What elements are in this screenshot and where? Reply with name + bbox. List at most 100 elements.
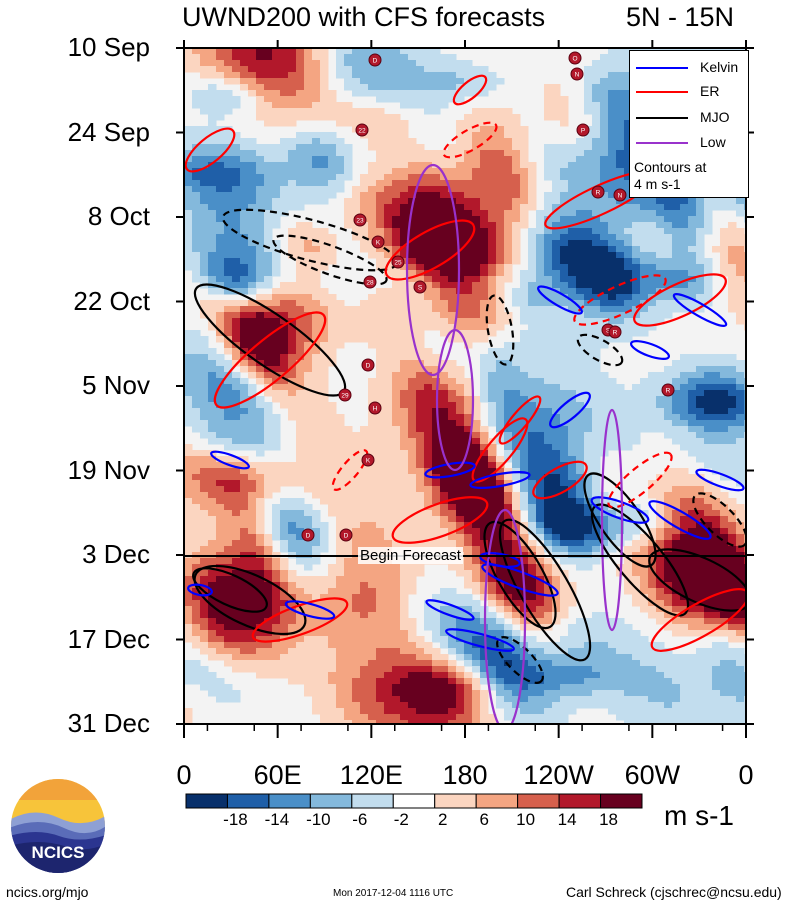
heatmap-cell — [216, 138, 225, 145]
heatmap-cell — [528, 516, 537, 523]
heatmap-cell — [368, 78, 377, 85]
heatmap-cell — [432, 516, 441, 523]
heatmap-cell — [520, 336, 529, 343]
heatmap-cell — [192, 498, 201, 505]
heatmap-cell — [584, 354, 593, 361]
heatmap-cell — [544, 258, 553, 265]
heatmap-cell — [544, 294, 553, 301]
heatmap-cell — [272, 360, 281, 367]
heatmap-cell — [280, 144, 289, 151]
heatmap-cell — [312, 396, 321, 403]
heatmap-cell — [208, 534, 217, 541]
heatmap-cell — [608, 180, 617, 187]
heatmap-cell — [632, 324, 641, 331]
heatmap-cell — [416, 54, 425, 61]
heatmap-cell — [592, 330, 601, 337]
heatmap-cell — [304, 516, 313, 523]
heatmap-cell — [736, 264, 745, 271]
heatmap-cell — [344, 108, 353, 115]
heatmap-cell — [224, 174, 233, 181]
heatmap-cell — [520, 168, 529, 175]
heatmap-cell — [424, 456, 433, 463]
heatmap-cell — [592, 438, 601, 445]
heatmap-cell — [608, 300, 617, 307]
heatmap-cell — [440, 300, 449, 307]
heatmap-cell — [600, 390, 609, 397]
heatmap-cell — [608, 126, 617, 133]
heatmap-cell — [280, 396, 289, 403]
heatmap-cell — [624, 162, 633, 169]
heatmap-cell — [600, 414, 609, 421]
heatmap-cell — [648, 198, 657, 205]
heatmap-cell — [552, 156, 561, 163]
heatmap-cell — [248, 174, 257, 181]
heatmap-cell — [408, 180, 417, 187]
heatmap-cell — [312, 534, 321, 541]
heatmap-cell — [440, 168, 449, 175]
heatmap-cell — [680, 234, 689, 241]
heatmap-cell — [600, 90, 609, 97]
heatmap-cell — [472, 216, 481, 223]
heatmap-cell — [632, 282, 641, 289]
heatmap-cell — [704, 540, 713, 547]
heatmap-cell — [624, 258, 633, 265]
heatmap-cell — [232, 312, 241, 319]
heatmap-cell — [576, 336, 585, 343]
heatmap-cell — [400, 534, 409, 541]
heatmap-cell — [368, 498, 377, 505]
heatmap-cell — [728, 450, 737, 457]
heatmap-cell — [328, 330, 337, 337]
heatmap-cell — [568, 258, 577, 265]
heatmap-cell — [296, 162, 305, 169]
heatmap-cell — [432, 186, 441, 193]
heatmap-cell — [296, 234, 305, 241]
heatmap-cell — [192, 348, 201, 355]
heatmap-cell — [304, 306, 313, 313]
heatmap-cell — [472, 336, 481, 343]
heatmap-cell — [352, 438, 361, 445]
heatmap-cell — [432, 432, 441, 439]
heatmap-cell — [616, 216, 625, 223]
heatmap-cell — [272, 534, 281, 541]
heatmap-cell — [256, 48, 265, 55]
heatmap-cell — [232, 132, 241, 139]
heatmap-cell — [256, 276, 265, 283]
heatmap-cell — [576, 144, 585, 151]
heatmap-cell — [448, 414, 457, 421]
heatmap-cell — [232, 336, 241, 343]
heatmap-cell — [512, 360, 521, 367]
heatmap-cell — [264, 252, 273, 259]
heatmap-cell — [552, 144, 561, 151]
heatmap-cell — [328, 426, 337, 433]
heatmap-cell — [448, 474, 457, 481]
heatmap-cell — [216, 168, 225, 175]
heatmap-cell — [376, 162, 385, 169]
heatmap-cell — [368, 468, 377, 475]
heatmap-cell — [320, 162, 329, 169]
heatmap-cell — [256, 216, 265, 223]
heatmap-cell — [568, 150, 577, 157]
heatmap-cell — [288, 168, 297, 175]
heatmap-cell — [656, 210, 665, 217]
heatmap-cell — [288, 336, 297, 343]
heatmap-cell — [488, 414, 497, 421]
heatmap-cell — [240, 534, 249, 541]
heatmap-cell — [320, 480, 329, 487]
heatmap-cell — [480, 426, 489, 433]
heatmap-cell — [712, 534, 721, 541]
heatmap-cell — [272, 60, 281, 67]
heatmap-cell — [616, 90, 625, 97]
heatmap-cell — [264, 114, 273, 121]
heatmap-cell — [256, 198, 265, 205]
heatmap-cell — [424, 396, 433, 403]
heatmap-cell — [568, 474, 577, 481]
heatmap-cell — [560, 198, 569, 205]
heatmap-cell — [552, 204, 561, 211]
heatmap-cell — [544, 348, 553, 355]
heatmap-cell — [184, 330, 193, 337]
heatmap-cell — [392, 60, 401, 67]
heatmap-cell — [264, 438, 273, 445]
heatmap-cell — [344, 210, 353, 217]
heatmap-cell — [720, 246, 729, 253]
heatmap-cell — [424, 96, 433, 103]
